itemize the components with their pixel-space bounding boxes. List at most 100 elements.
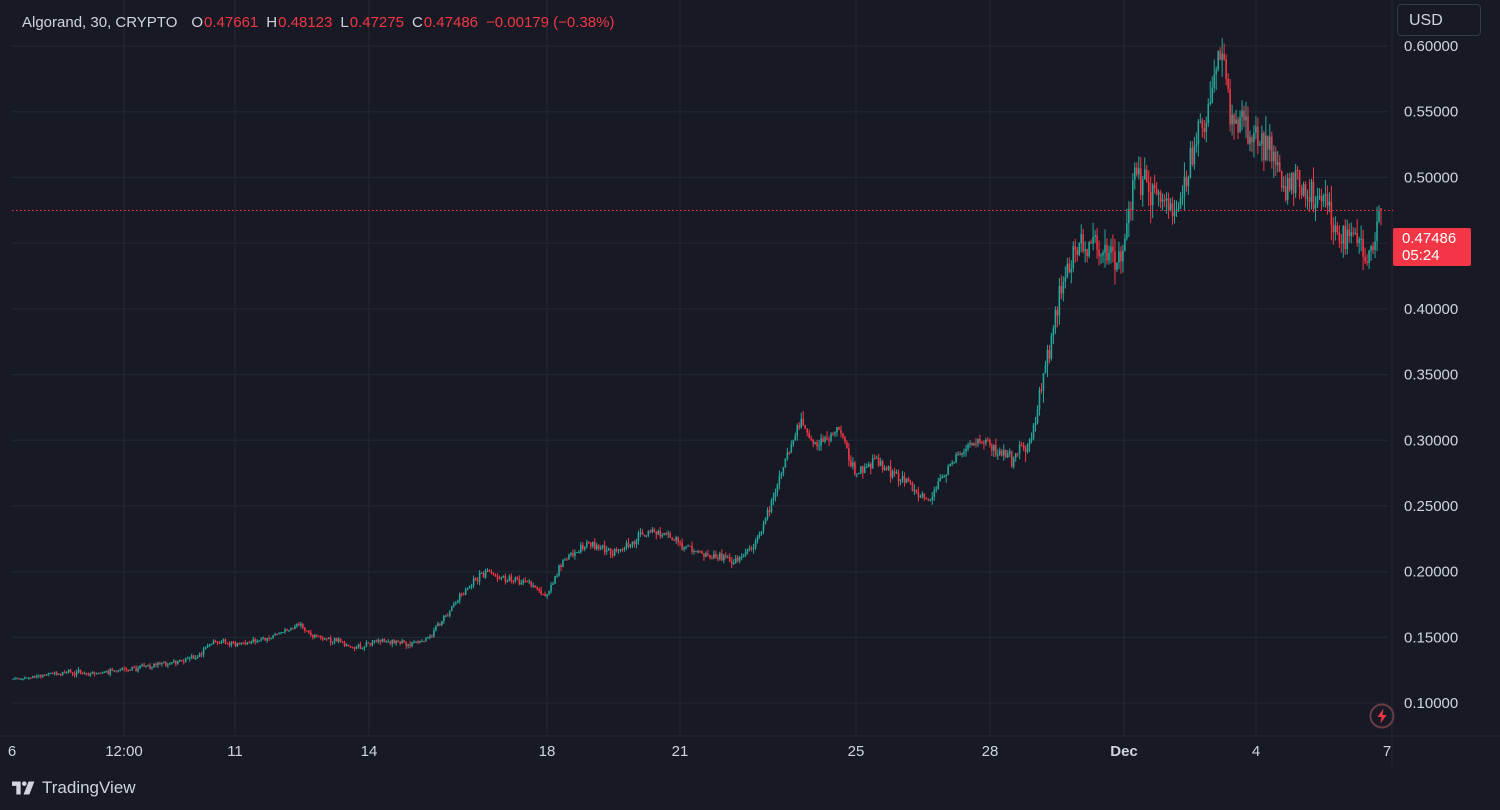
candle[interactable] (820, 433, 822, 451)
candle[interactable] (240, 642, 243, 646)
candle[interactable] (1173, 199, 1176, 224)
candle[interactable] (41, 674, 44, 679)
candle[interactable] (85, 672, 88, 676)
candle[interactable] (1169, 197, 1172, 212)
candle[interactable] (1249, 130, 1251, 152)
candle[interactable] (389, 640, 392, 646)
candle[interactable] (180, 659, 183, 662)
candle[interactable] (1328, 192, 1331, 213)
lightning-icon[interactable] (1369, 703, 1395, 729)
candle[interactable] (635, 538, 638, 549)
candle[interactable] (728, 553, 731, 563)
candle[interactable] (661, 532, 664, 539)
candle[interactable] (268, 635, 270, 641)
candle[interactable] (834, 431, 836, 437)
candle[interactable] (750, 545, 753, 552)
candle[interactable] (621, 547, 624, 553)
candle[interactable] (1274, 146, 1277, 176)
candle[interactable] (730, 556, 733, 569)
candle[interactable] (319, 635, 322, 640)
candle[interactable] (1135, 162, 1138, 177)
candle[interactable] (1149, 176, 1152, 224)
candle[interactable] (597, 544, 600, 551)
candle[interactable] (1159, 189, 1162, 209)
candle[interactable] (687, 544, 689, 547)
candle[interactable] (689, 545, 691, 547)
candle[interactable] (87, 672, 90, 677)
candle[interactable] (302, 623, 304, 630)
candle[interactable] (897, 469, 900, 487)
candle[interactable] (732, 559, 735, 566)
candle[interactable] (395, 640, 397, 646)
candle[interactable] (178, 659, 181, 663)
candle[interactable] (784, 458, 787, 468)
candle[interactable] (91, 671, 94, 675)
candle[interactable] (554, 575, 556, 585)
candle[interactable] (1098, 240, 1100, 266)
candle[interactable] (1046, 344, 1049, 377)
candle[interactable] (129, 669, 131, 671)
candle[interactable] (748, 545, 751, 552)
candle[interactable] (953, 461, 955, 464)
tradingview-brand[interactable]: TradingView (12, 778, 136, 798)
candle[interactable] (790, 440, 793, 454)
candle[interactable] (746, 548, 749, 555)
candle[interactable] (163, 661, 165, 664)
candle[interactable] (649, 529, 652, 534)
candle[interactable] (1324, 179, 1327, 208)
candle[interactable] (701, 550, 703, 554)
candle[interactable] (188, 656, 191, 662)
candle[interactable] (117, 669, 120, 673)
candle[interactable] (1272, 145, 1275, 178)
candle[interactable] (723, 553, 725, 564)
candle[interactable] (1211, 76, 1214, 104)
candle[interactable] (806, 428, 808, 437)
candle[interactable] (740, 553, 743, 561)
candle[interactable] (989, 438, 991, 448)
candle[interactable] (373, 639, 376, 644)
candle[interactable] (645, 535, 648, 538)
candle[interactable] (538, 587, 540, 593)
candle[interactable] (300, 621, 302, 629)
candle[interactable] (226, 642, 229, 645)
candle[interactable] (38, 674, 40, 678)
candle[interactable] (683, 546, 685, 552)
candle[interactable] (578, 550, 580, 554)
candle[interactable] (812, 438, 814, 448)
candle[interactable] (1124, 233, 1126, 252)
candle[interactable] (576, 552, 578, 554)
candle[interactable] (109, 667, 112, 677)
candle[interactable] (1163, 194, 1166, 207)
candle[interactable] (1064, 266, 1067, 289)
candle[interactable] (198, 652, 201, 658)
candle[interactable] (1259, 140, 1261, 146)
candle[interactable] (1217, 50, 1219, 72)
candle[interactable] (717, 554, 719, 562)
candle[interactable] (1187, 175, 1190, 195)
candle[interactable] (675, 535, 677, 544)
candle[interactable] (1263, 130, 1265, 171)
candle[interactable] (49, 672, 52, 675)
candle[interactable] (530, 580, 533, 588)
candle[interactable] (742, 553, 745, 558)
candle[interactable] (1054, 306, 1057, 334)
candle[interactable] (903, 472, 906, 487)
candle[interactable] (808, 429, 810, 439)
candle[interactable] (923, 493, 926, 501)
candle[interactable] (329, 635, 332, 646)
candle[interactable] (611, 549, 614, 559)
candle[interactable] (61, 671, 64, 676)
candle[interactable] (1267, 135, 1269, 161)
candle[interactable] (905, 478, 908, 484)
candle[interactable] (1181, 185, 1184, 206)
candle[interactable] (738, 555, 741, 564)
candle[interactable] (619, 548, 622, 553)
candle[interactable] (67, 669, 70, 674)
candle[interactable] (1048, 344, 1051, 364)
candle[interactable] (883, 465, 886, 471)
candle[interactable] (343, 640, 346, 648)
candle[interactable] (697, 549, 699, 554)
candle[interactable] (377, 638, 380, 644)
candle[interactable] (1225, 54, 1227, 86)
candle[interactable] (1036, 405, 1039, 425)
